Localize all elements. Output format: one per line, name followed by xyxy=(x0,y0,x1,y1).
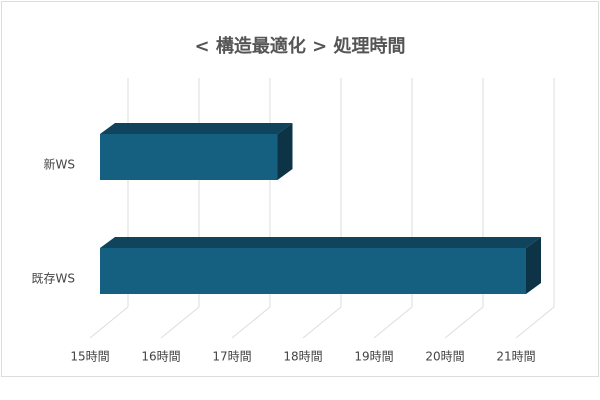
x-tick-label: 17時間 xyxy=(212,350,251,364)
x-tick-label: 21時間 xyxy=(496,350,535,364)
bar-top xyxy=(100,123,293,134)
floor-line xyxy=(89,306,129,339)
y-tick-label: 新WS xyxy=(44,157,75,172)
floor-line xyxy=(444,306,484,339)
bar-top xyxy=(100,237,541,248)
x-tick-label: 18時間 xyxy=(283,350,322,364)
x-tick-label: 19時間 xyxy=(354,350,393,364)
chart-title: < 構造最適化 > 処理時間 xyxy=(195,35,406,57)
x-tick-label: 15時間 xyxy=(70,350,109,364)
floor-line xyxy=(160,306,200,339)
x-tick-label: 16時間 xyxy=(141,350,180,364)
floor-line xyxy=(373,306,413,339)
floor-line xyxy=(302,306,342,339)
floor-line xyxy=(231,306,271,339)
chart-frame xyxy=(1,1,599,377)
y-tick-label: 既存WS xyxy=(32,272,75,286)
x-tick-label: 20時間 xyxy=(425,350,464,364)
floor-line xyxy=(515,306,555,339)
bar xyxy=(100,134,278,180)
bar-side xyxy=(526,237,541,294)
bar-side xyxy=(277,123,293,180)
bar xyxy=(100,248,526,294)
